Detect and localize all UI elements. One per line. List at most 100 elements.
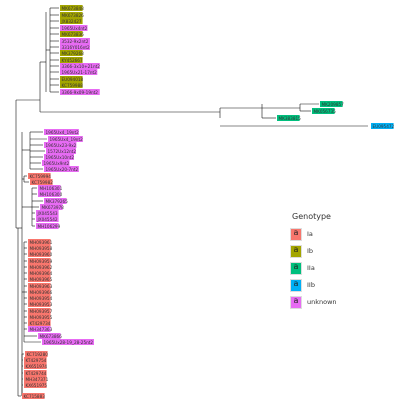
tip-label: KX651974 (26, 364, 48, 369)
tip-label: MH093954 (30, 296, 53, 301)
tip-label-background (60, 63, 100, 69)
tip-label-background (42, 339, 94, 345)
genotype-legend: Genotype a Ia a Ib a IIa a IIb a unknown (290, 212, 337, 311)
tip-label-background (24, 357, 47, 363)
legend-item-iib: a IIb (290, 277, 337, 293)
tip-label: 1965Ux4nt2 (62, 26, 88, 31)
tip-label-background (22, 393, 45, 399)
tip-label-background (60, 69, 98, 75)
tip-label: MK056735 (314, 109, 337, 114)
tip-label-background (28, 245, 51, 251)
tip-label: 1965Ux10nt2 (46, 155, 75, 160)
tip-label-background (44, 198, 67, 204)
tip-label: 3532-9x2nt2 (62, 39, 89, 44)
tip-label: 1965Ux4_19nt2 (50, 137, 84, 142)
legend-key-ia: a (290, 227, 302, 241)
tip-label-background (44, 142, 77, 148)
tip-label-background (38, 185, 61, 191)
tip-label-background (36, 216, 59, 222)
legend-label-iib: IIb (307, 281, 315, 289)
tip-label-background (44, 129, 79, 135)
tip-label: MK379268 (62, 51, 85, 56)
tip-label: MK673836 (62, 32, 85, 37)
tip-label: MH347363 (30, 327, 53, 332)
tip-label-background (42, 160, 70, 166)
tree-tip-labels: MK673848MK673826JX8324271965Ux4nt2MK6738… (22, 5, 395, 399)
tip-label-background (28, 289, 51, 295)
tip-label: MK673978 (42, 205, 65, 210)
tip-label-background (44, 166, 79, 172)
tip-label-background (60, 82, 83, 88)
tip-label: KC719280 (27, 352, 49, 357)
legend-label-ib: Ib (307, 247, 314, 255)
tip-label: KC759988 (62, 83, 84, 88)
tip-label: 1965Ux21-17nt2 (62, 70, 98, 75)
tip-label: MH093960 (30, 252, 53, 257)
tip-label-background (24, 382, 47, 388)
legend-label-unknown: unknown (307, 298, 337, 306)
tip-label: EU094018 (62, 77, 84, 82)
tip-label-background (60, 44, 90, 50)
tip-label-background (28, 283, 51, 289)
tip-label-background (60, 25, 88, 31)
tip-label: 1965Ux23-9x2 (46, 143, 77, 148)
tip-label: EU095472 (373, 124, 395, 129)
tip-label: MK379265 (46, 199, 69, 204)
tip-label-background (28, 320, 51, 326)
tip-label-background (60, 31, 83, 37)
tip-label-background (28, 251, 51, 257)
tip-label-background (38, 191, 61, 197)
tip-label-background (28, 308, 51, 314)
tip-label: MK209857 (322, 102, 345, 107)
tip-label: MH093958 (30, 246, 53, 251)
tip-label: MK673866 (40, 334, 63, 339)
tip-label: KC715883 (24, 394, 46, 399)
tree-branches (15, 7, 368, 397)
tip-label: 1965Ux4_19nt2 (46, 130, 80, 135)
tip-label-background (38, 333, 61, 339)
tip-label: MH106300 (40, 192, 63, 197)
tip-label-background (36, 223, 59, 229)
tip-label-background (320, 101, 343, 107)
tip-label: MH093963 (30, 284, 53, 289)
tip-label-background (24, 363, 47, 369)
tip-label-background (30, 179, 53, 185)
tip-label: 1965Ux20-7nt2 (46, 167, 79, 172)
tip-label: MH093964 (30, 271, 53, 276)
tip-label: KT429754 (26, 358, 47, 363)
tip-label-background (28, 326, 51, 332)
legend-key-unknown: a (290, 295, 302, 309)
tip-label-background (28, 264, 51, 270)
tip-label-background (312, 108, 335, 114)
tip-label-background (28, 276, 51, 282)
legend-item-iia: a IIa (290, 260, 337, 276)
tip-label-background (60, 38, 90, 44)
tip-label: JX045543 (37, 211, 58, 216)
tip-label: 1572Ux12nt2 (48, 149, 77, 154)
tip-label: MK673848 (62, 6, 85, 11)
legend-key-iia: a (290, 261, 302, 275)
tip-label-background (60, 89, 100, 95)
tip-label-background (277, 115, 300, 121)
tip-label-background (60, 50, 83, 56)
tip-label: MH093965 (30, 277, 53, 282)
tip-label: MH093955 (30, 315, 53, 320)
tip-label-background (25, 351, 48, 357)
tip-label-background (60, 18, 83, 24)
tip-label-background (24, 376, 47, 382)
tip-label: MH093961 (30, 240, 53, 245)
tip-label-background (28, 258, 51, 264)
tip-label-background (24, 370, 47, 376)
tip-label-background (60, 5, 83, 11)
tip-label-background (28, 239, 51, 245)
tip-label: MH106299 (38, 224, 61, 229)
tip-label: KY452667 (62, 58, 83, 63)
legend-key-iib: a (290, 278, 302, 292)
tip-label: 1965Ux28-19_28-25nt2 (44, 340, 94, 345)
tip-label: MH093957 (30, 309, 53, 314)
tip-label-background (48, 136, 83, 142)
tip-label: 1965Ux9nt2 (44, 161, 70, 166)
tip-label: MH093953 (30, 302, 53, 307)
legend-key-ib: a (290, 244, 302, 258)
